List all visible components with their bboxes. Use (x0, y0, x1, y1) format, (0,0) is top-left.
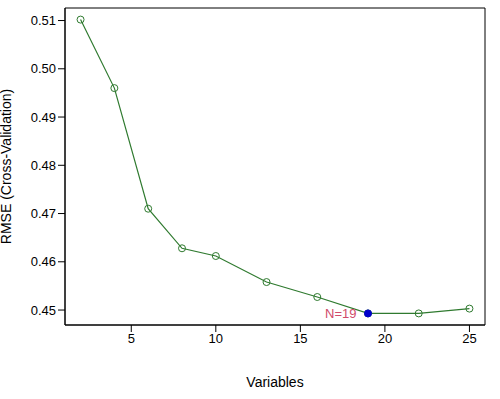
svg-text:RMSE (Cross-Validation): RMSE (Cross-Validation) (8, 89, 14, 244)
svg-text:0.48: 0.48 (31, 158, 56, 173)
svg-text:0.45: 0.45 (31, 303, 56, 318)
svg-text:0.47: 0.47 (31, 206, 56, 221)
svg-text:0.46: 0.46 (31, 254, 56, 269)
svg-text:0.50: 0.50 (31, 61, 56, 76)
svg-text:25: 25 (462, 331, 476, 346)
svg-text:N=19: N=19 (325, 306, 356, 321)
svg-text:5: 5 (128, 331, 135, 346)
svg-text:20: 20 (378, 331, 392, 346)
svg-text:15: 15 (293, 331, 307, 346)
svg-text:0.49: 0.49 (31, 110, 56, 125)
svg-text:0.51: 0.51 (31, 13, 56, 28)
svg-text:10: 10 (209, 331, 223, 346)
svg-text:Variables: Variables (246, 374, 303, 390)
